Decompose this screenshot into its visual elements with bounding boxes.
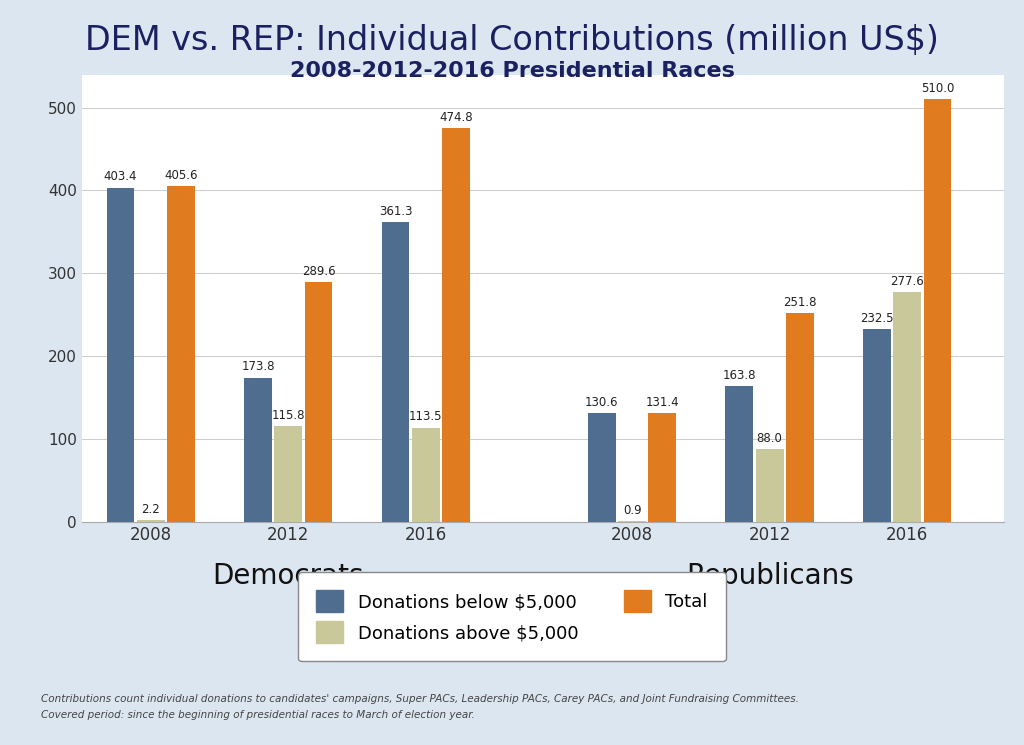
Text: Covered period: since the beginning of presidential races to March of election y: Covered period: since the beginning of p…: [41, 711, 475, 720]
Bar: [924, 99, 951, 522]
Bar: [304, 282, 333, 522]
Text: 361.3: 361.3: [379, 206, 413, 218]
Bar: [893, 292, 922, 522]
Legend: Donations below $5,000, Donations above $5,000, Total: Donations below $5,000, Donations above …: [298, 572, 726, 662]
Bar: [863, 329, 891, 522]
Text: Contributions count individual donations to candidates' campaigns, Super PACs, L: Contributions count individual donations…: [41, 694, 799, 704]
Text: Republicans: Republicans: [686, 562, 854, 591]
Bar: [244, 378, 272, 522]
Text: 251.8: 251.8: [783, 296, 817, 309]
Text: 115.8: 115.8: [271, 408, 305, 422]
Text: 163.8: 163.8: [723, 369, 756, 381]
Bar: [648, 413, 676, 522]
Text: 289.6: 289.6: [302, 264, 335, 278]
Text: 277.6: 277.6: [890, 275, 924, 288]
Text: Democrats: Democrats: [213, 562, 364, 591]
Text: 173.8: 173.8: [242, 361, 274, 373]
Bar: [137, 520, 165, 522]
Text: 474.8: 474.8: [439, 111, 473, 124]
Text: 131.4: 131.4: [645, 396, 679, 408]
Bar: [167, 186, 195, 522]
Bar: [442, 128, 470, 522]
Text: 0.9: 0.9: [623, 504, 641, 516]
Bar: [786, 313, 814, 522]
Bar: [756, 448, 783, 522]
Bar: [725, 386, 754, 522]
Text: 113.5: 113.5: [409, 410, 442, 423]
Text: 2.2: 2.2: [141, 503, 160, 516]
Bar: [412, 428, 439, 522]
Bar: [382, 223, 410, 522]
Text: 232.5: 232.5: [860, 312, 894, 325]
Text: 88.0: 88.0: [757, 431, 782, 445]
Text: 405.6: 405.6: [164, 168, 198, 182]
Bar: [106, 188, 134, 522]
Bar: [588, 413, 615, 522]
Text: 510.0: 510.0: [921, 82, 954, 95]
Text: 403.4: 403.4: [103, 171, 137, 183]
Text: 130.6: 130.6: [585, 396, 618, 409]
Text: 2008-2012-2016 Presidential Races: 2008-2012-2016 Presidential Races: [290, 61, 734, 80]
Bar: [274, 425, 302, 522]
Text: DEM vs. REP: Individual Contributions (million US$): DEM vs. REP: Individual Contributions (m…: [85, 25, 939, 57]
